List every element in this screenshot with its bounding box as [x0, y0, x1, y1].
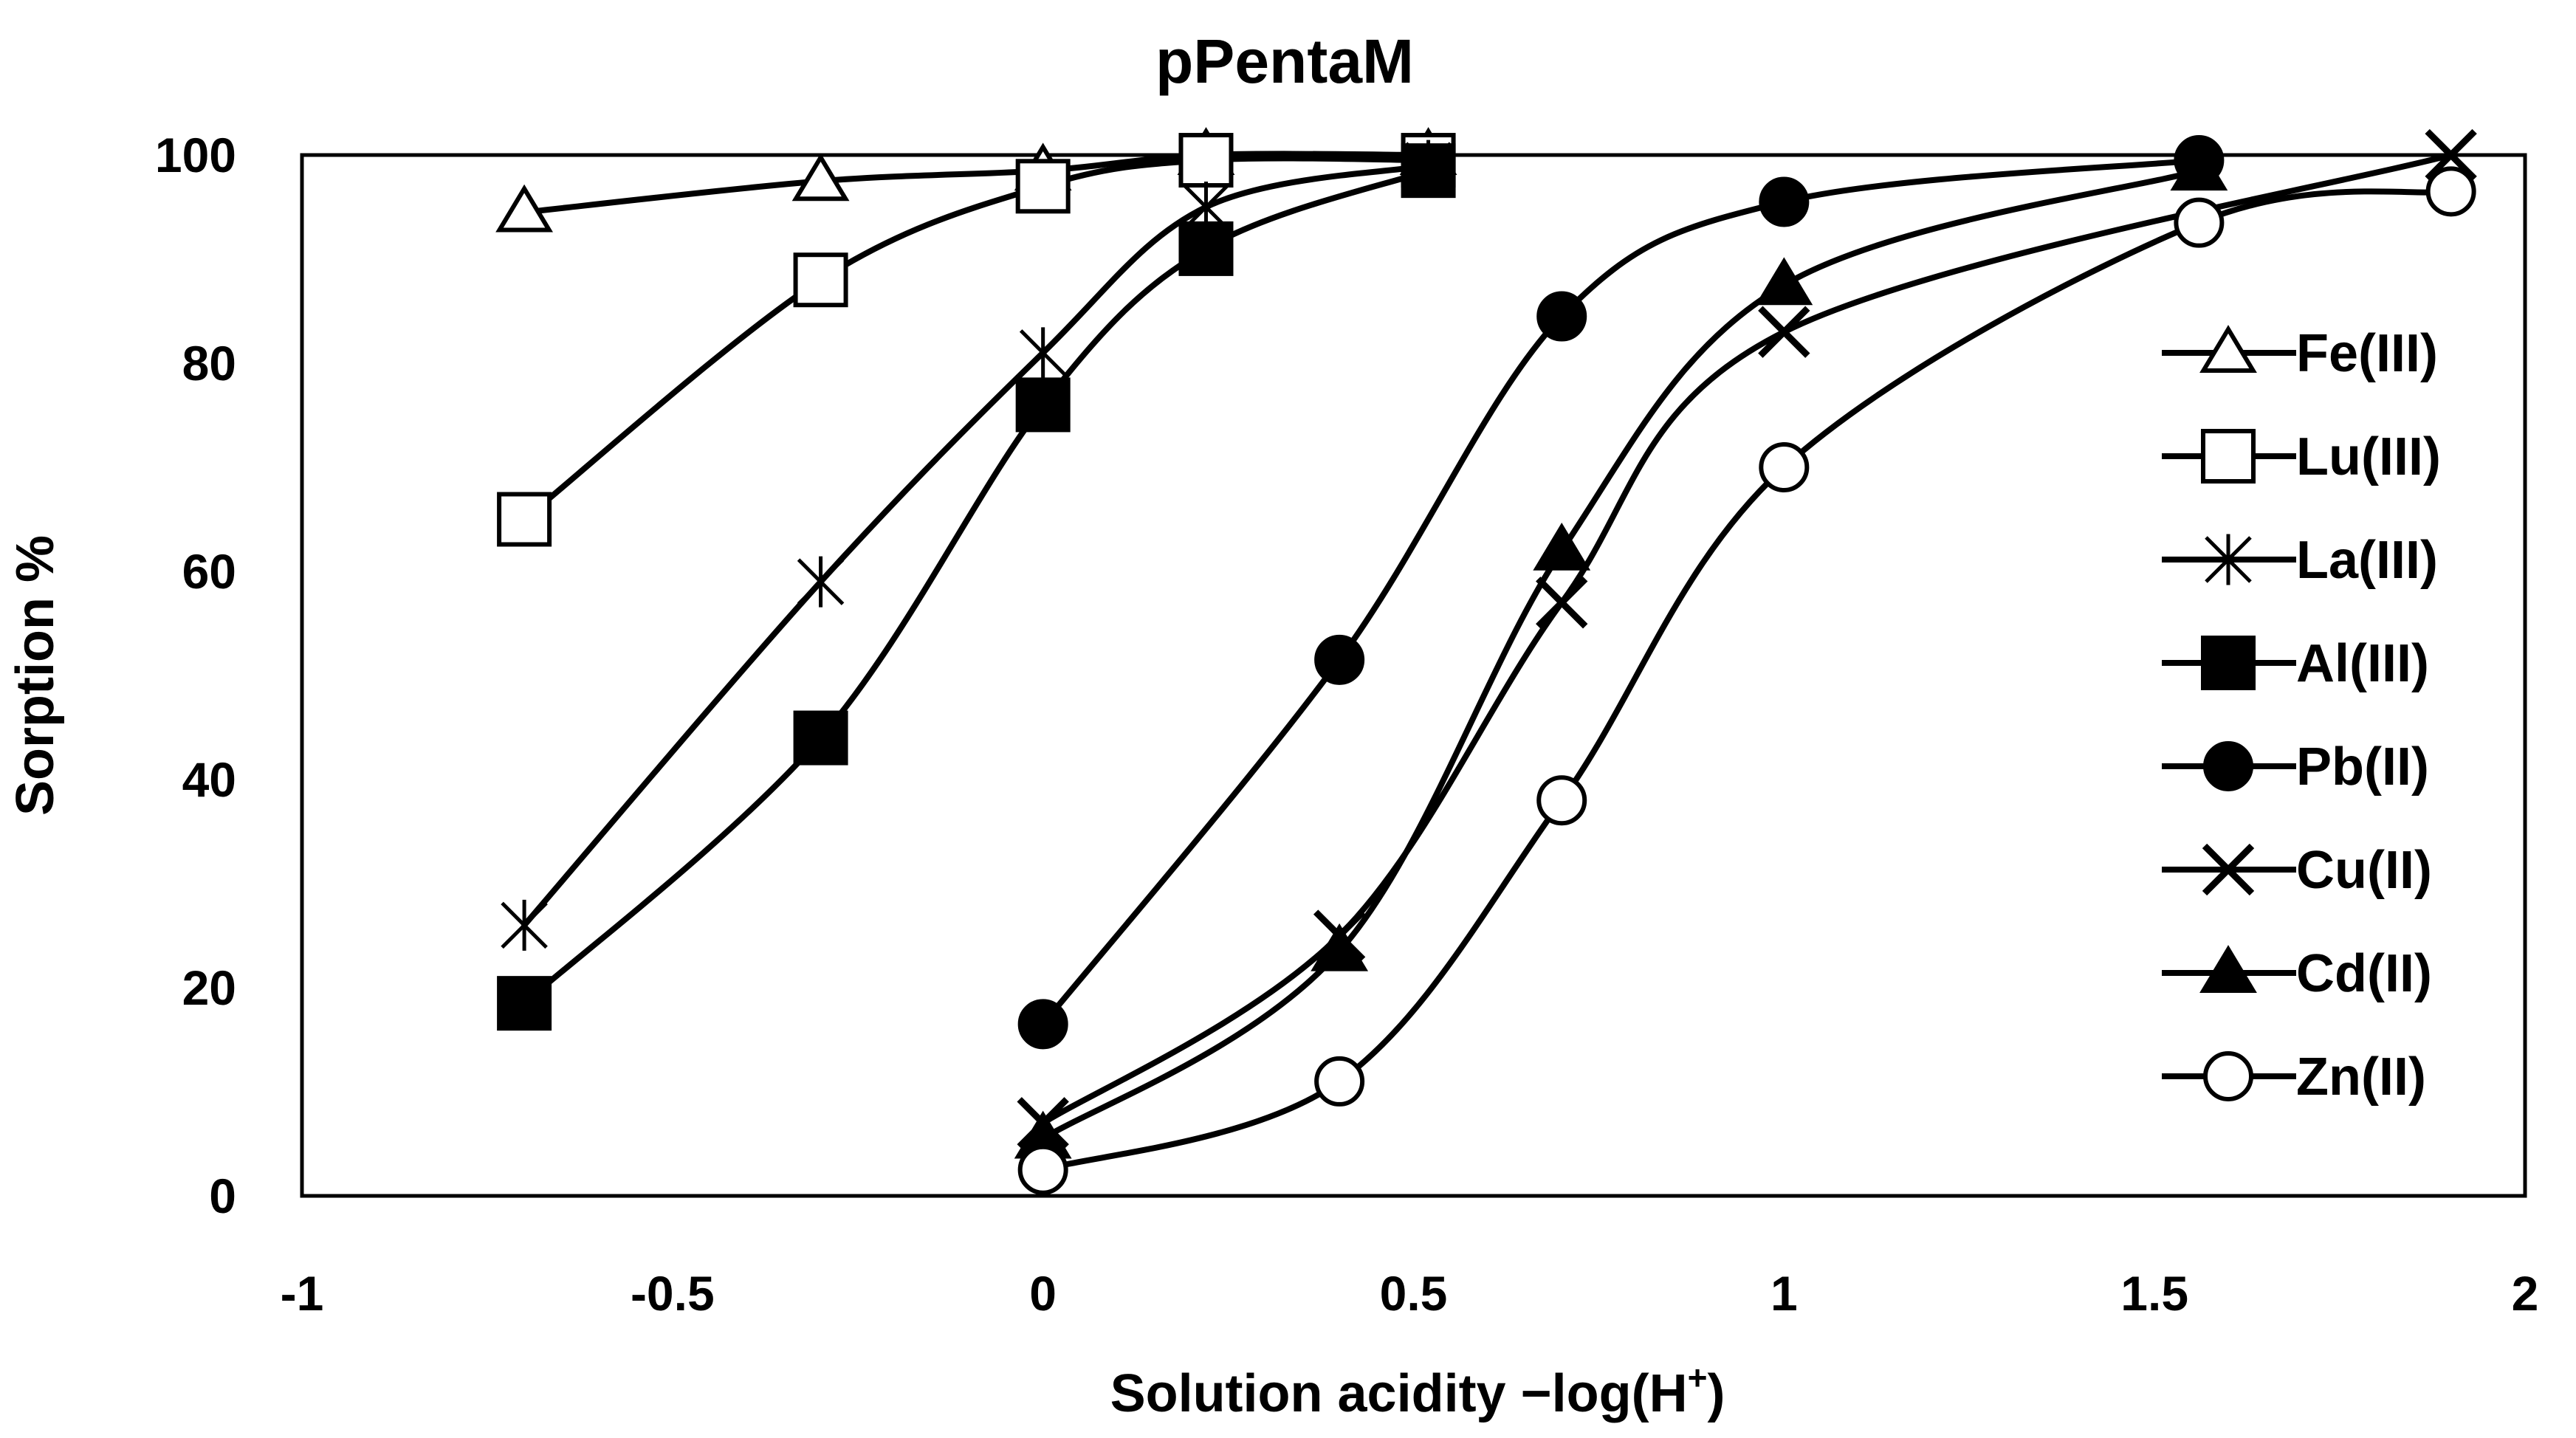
- data-point: [495, 184, 553, 233]
- x-axis-title-main: Solution acidity −log(H: [1110, 1364, 1688, 1423]
- data-point: [793, 252, 848, 308]
- chart-title: pPentaM: [1155, 27, 1414, 96]
- data-point: [1759, 176, 1810, 227]
- x-tick-label: 2: [2512, 1266, 2539, 1321]
- y-tick-label: 40: [182, 752, 236, 807]
- data-point: [1314, 1056, 1365, 1107]
- y-tick-label: 60: [182, 544, 236, 599]
- legend-marker: [2199, 945, 2257, 993]
- x-tick-label: 0.5: [1380, 1266, 1448, 1321]
- data-point: [2170, 142, 2228, 191]
- data-point: [1015, 159, 1071, 214]
- x-tick-label: 1: [1770, 1266, 1798, 1321]
- legend-marker: [2203, 1051, 2253, 1101]
- x-axis-title-suffix: ): [1707, 1364, 1725, 1423]
- legend-label: Pb(II): [2296, 737, 2429, 797]
- legend-marker: [2202, 843, 2255, 896]
- plot-area: [300, 153, 2527, 1198]
- data-point: [2425, 128, 2477, 182]
- legend-label: Zn(II): [2296, 1047, 2426, 1107]
- y-tick-label: 20: [182, 960, 236, 1015]
- x-axis-title: Solution acidity −log(H+): [1110, 1358, 1725, 1423]
- data-point: [2425, 166, 2476, 217]
- legend-marker: [2205, 534, 2252, 585]
- data-point: [1759, 442, 1810, 492]
- y-tick-label: 0: [209, 1169, 236, 1223]
- data-point: [793, 710, 848, 766]
- data-point: [797, 556, 845, 608]
- y-tick-label: 100: [155, 128, 236, 182]
- y-axis-title: Sorption %: [6, 535, 65, 816]
- series-lines: [521, 151, 2454, 1173]
- data-point: [1401, 143, 1456, 199]
- data-point: [2174, 197, 2225, 248]
- legend-label: Lu(III): [2296, 427, 2441, 486]
- series-line: [1040, 157, 2202, 1028]
- legend-label: Cu(II): [2296, 841, 2432, 900]
- x-tick-label: 1.5: [2120, 1266, 2188, 1321]
- series-line: [521, 168, 1432, 1007]
- legend-marker: [2203, 741, 2253, 791]
- legend-marker: [2201, 636, 2256, 690]
- y-tick-label: 80: [182, 336, 236, 391]
- data-point: [1755, 257, 1813, 306]
- data-point: [1019, 327, 1067, 379]
- legend-marker: [2201, 429, 2256, 484]
- series-line: [521, 155, 1432, 523]
- x-tick-label: -0.5: [631, 1266, 715, 1321]
- x-axis-ticks: -1 -0.5 0 0.5 1 1.5 2: [281, 1266, 2539, 1321]
- data-point: [1017, 999, 1068, 1050]
- data-point: [1533, 522, 1591, 571]
- data-point: [1536, 775, 1587, 826]
- legend-label: Fe(III): [2296, 324, 2438, 383]
- y-axis-ticks: 0 20 40 60 80 100: [155, 128, 236, 1223]
- data-point: [1178, 221, 1234, 276]
- data-point: [1017, 1144, 1068, 1195]
- series-markers: [495, 127, 2477, 1195]
- x-axis-title-superscript: +: [1688, 1358, 1708, 1397]
- legend-label: Al(III): [2296, 634, 2429, 693]
- legend-label: La(III): [2296, 531, 2438, 590]
- data-point: [497, 492, 552, 547]
- data-point: [1015, 377, 1071, 433]
- data-point: [1311, 923, 1369, 971]
- legend-label: Cd(II): [2296, 944, 2432, 1003]
- data-point: [1314, 634, 1365, 685]
- data-point: [1536, 577, 1588, 629]
- data-point: [791, 153, 850, 202]
- data-point: [1536, 291, 1587, 342]
- data-point: [1178, 133, 1234, 188]
- data-point: [501, 899, 548, 951]
- x-tick-label: -1: [281, 1266, 324, 1321]
- x-tick-label: 0: [1029, 1266, 1057, 1321]
- legend: Fe(III) Lu(III) La(III) Al(III) Pb(II) Cu(II)…: [2162, 324, 2441, 1107]
- series-line: [521, 162, 1432, 929]
- data-point: [1758, 306, 1810, 358]
- series-line: [1040, 152, 2454, 1126]
- data-point: [497, 976, 552, 1031]
- legend-marker: [2199, 325, 2257, 373]
